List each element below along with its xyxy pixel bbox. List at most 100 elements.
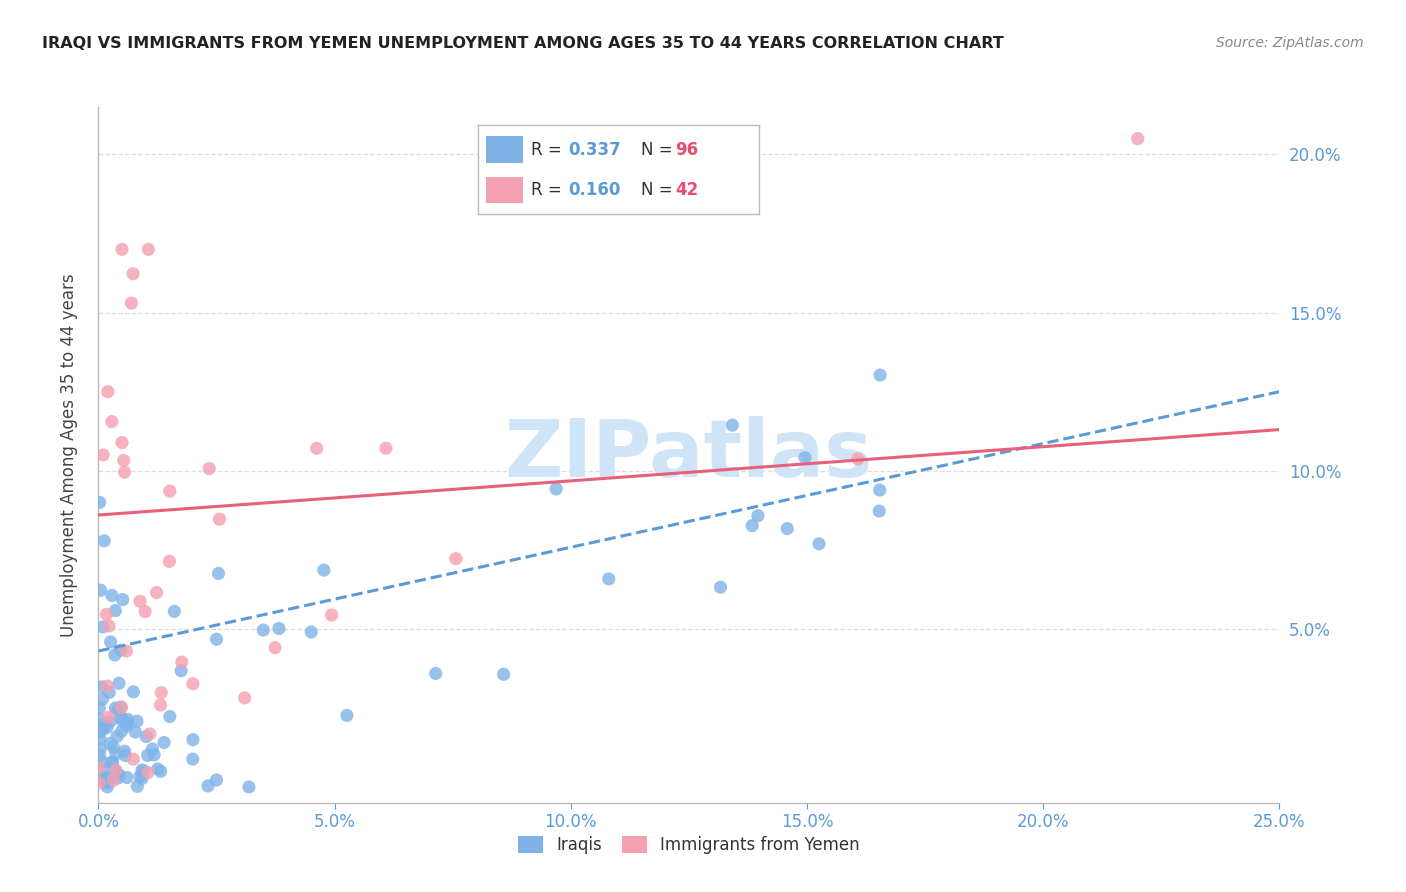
Point — [97, 710, 120, 724]
Point — [207, 566, 229, 581]
Point — [741, 518, 763, 533]
Point — [312, 563, 335, 577]
Point — [138, 243, 160, 257]
Point — [159, 709, 181, 723]
Text: N =: N = — [641, 181, 678, 199]
Point — [122, 752, 145, 766]
Point — [252, 623, 274, 637]
Point — [121, 296, 143, 310]
Point — [91, 692, 114, 706]
Text: 42: 42 — [675, 181, 699, 199]
Point — [149, 764, 172, 779]
Point — [87, 712, 110, 726]
Point — [91, 448, 114, 462]
Point — [98, 685, 121, 699]
Point — [267, 622, 290, 636]
Point — [89, 731, 111, 746]
Point — [115, 644, 138, 658]
Text: IRAQI VS IMMIGRANTS FROM YEMEN UNEMPLOYMENT AMONG AGES 35 TO 44 YEARS CORRELATIO: IRAQI VS IMMIGRANTS FROM YEMEN UNEMPLOYM… — [42, 36, 1004, 51]
Point — [776, 522, 799, 536]
Point — [149, 698, 172, 712]
Text: N =: N = — [641, 141, 678, 159]
Point — [90, 583, 112, 598]
Point — [127, 780, 149, 794]
Point — [111, 700, 134, 714]
Point — [208, 512, 231, 526]
Point — [205, 632, 228, 647]
Point — [205, 772, 228, 787]
Point — [110, 643, 132, 657]
Point — [444, 551, 467, 566]
Point — [425, 666, 447, 681]
Y-axis label: Unemployment Among Ages 35 to 44 years: Unemployment Among Ages 35 to 44 years — [59, 273, 77, 637]
Point — [87, 760, 110, 774]
Point — [546, 482, 568, 496]
Point — [321, 607, 343, 622]
Point — [134, 605, 156, 619]
Point — [111, 592, 134, 607]
Point — [146, 762, 169, 776]
Point — [170, 655, 193, 669]
Point — [104, 648, 127, 662]
Point — [868, 504, 890, 518]
Point — [93, 533, 115, 548]
Point — [111, 714, 134, 728]
Point — [125, 714, 148, 729]
FancyBboxPatch shape — [486, 177, 523, 203]
Point — [117, 712, 139, 726]
Point — [299, 625, 322, 640]
Point — [869, 368, 891, 382]
Point — [336, 708, 359, 723]
Point — [94, 774, 117, 789]
Point — [94, 763, 117, 777]
Point — [112, 453, 135, 467]
Point — [89, 748, 111, 763]
Point — [747, 508, 769, 523]
Point — [110, 700, 132, 714]
Point — [153, 735, 176, 749]
Point — [159, 484, 181, 499]
Point — [181, 732, 204, 747]
Point — [129, 594, 152, 608]
Point — [794, 450, 817, 465]
Point — [89, 495, 111, 509]
Point — [97, 775, 120, 789]
Point — [111, 724, 134, 739]
Point — [101, 755, 124, 769]
Point — [136, 765, 159, 780]
Point — [132, 764, 155, 778]
Point — [104, 747, 127, 761]
Point — [264, 640, 287, 655]
Point — [96, 721, 118, 735]
Point — [101, 756, 124, 770]
Point — [111, 243, 134, 257]
Point — [117, 716, 139, 731]
Text: 0.160: 0.160 — [568, 181, 620, 199]
Point — [104, 701, 127, 715]
Point — [105, 763, 128, 777]
Point — [89, 742, 111, 756]
Point — [150, 686, 173, 700]
Point — [90, 771, 112, 785]
FancyBboxPatch shape — [486, 136, 523, 163]
Point — [110, 711, 132, 725]
Text: 0.337: 0.337 — [568, 141, 621, 159]
Point — [104, 603, 127, 617]
Point — [181, 677, 204, 691]
Point — [90, 724, 112, 739]
Point — [721, 418, 744, 433]
Point — [98, 619, 121, 633]
Point — [105, 764, 128, 779]
Point — [143, 747, 166, 762]
Point — [131, 763, 153, 777]
Point — [114, 465, 136, 479]
Point — [114, 748, 136, 763]
Point — [93, 718, 115, 732]
Point — [808, 537, 831, 551]
Point — [87, 776, 110, 790]
Point — [91, 722, 114, 736]
Text: R =: R = — [531, 141, 568, 159]
Text: R =: R = — [531, 181, 568, 199]
Point — [101, 415, 124, 429]
Point — [103, 740, 125, 755]
